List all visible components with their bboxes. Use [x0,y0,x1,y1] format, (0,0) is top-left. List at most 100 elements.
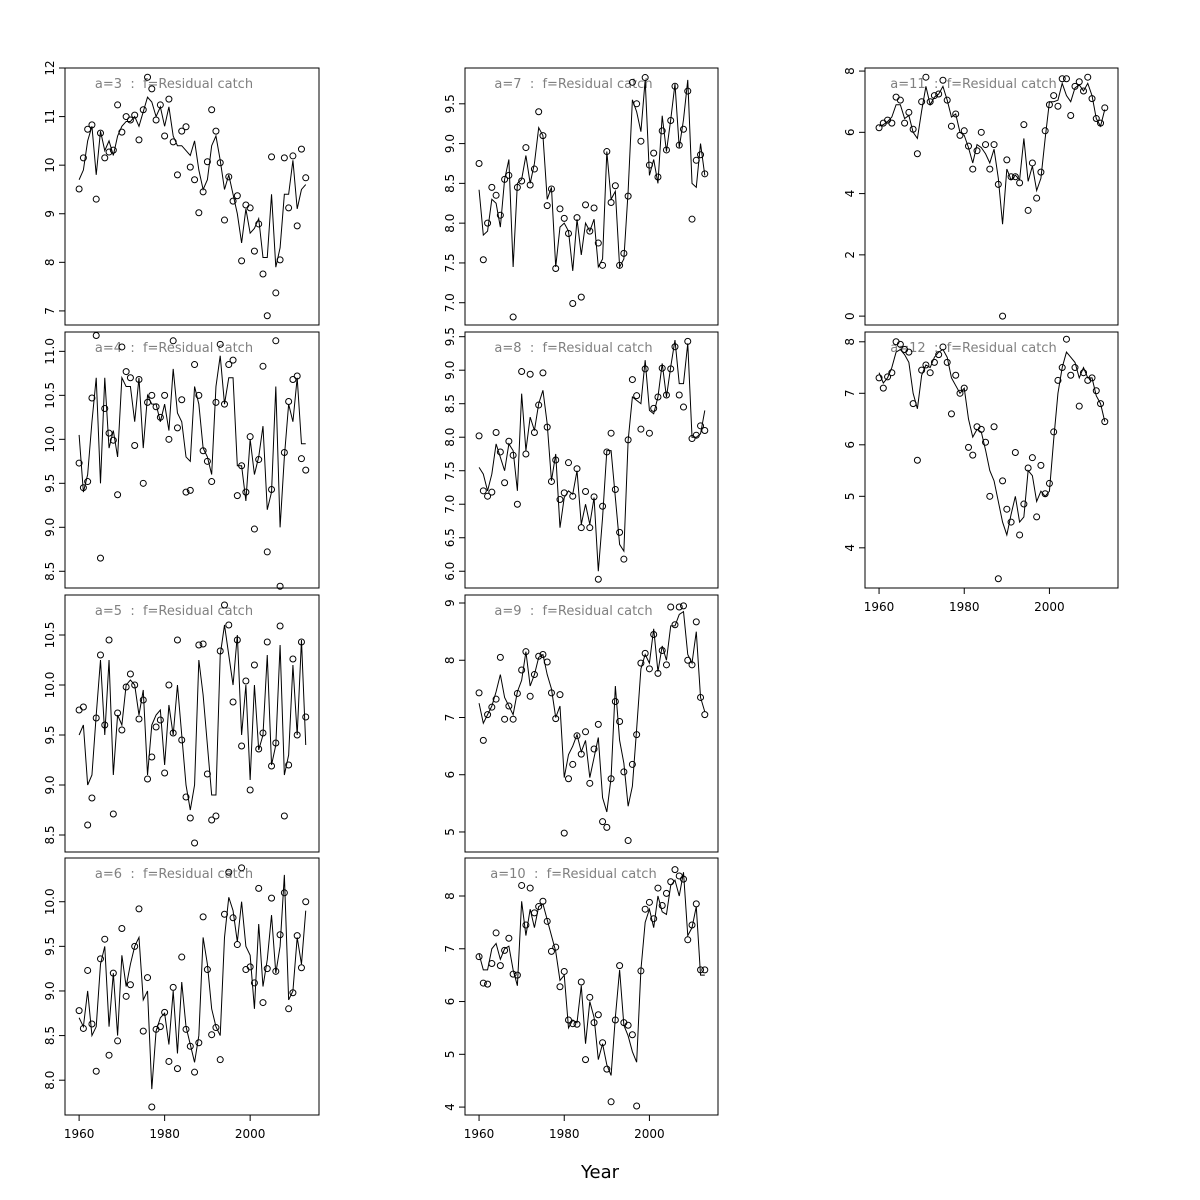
data-point [645,665,653,673]
data-point [297,964,305,972]
y-tick-label: 8.0 [43,1071,57,1090]
data-point [913,456,921,464]
data-point [628,760,636,768]
data-point [203,770,211,778]
panel-title: a=3 : f=Residual catch [95,77,253,92]
data-point [930,92,938,100]
fitted-line [478,79,706,271]
data-point [195,209,203,217]
data-point [1092,115,1100,123]
data-point [658,901,666,909]
y-tick-label: 10.0 [43,888,57,915]
data-point [539,369,547,377]
data-point [242,201,250,209]
data-point [484,492,492,500]
data-point [242,677,250,685]
data-point [139,479,147,487]
panel-title: a=8 : f=Residual catch [494,341,652,356]
data-point [901,119,909,127]
data-point [594,575,602,583]
data-point [195,1039,203,1047]
data-point [947,122,955,130]
data-point [1016,531,1024,539]
data-point [496,211,504,219]
y-tick-label: 6.5 [443,528,457,547]
data-point [969,451,977,459]
data-point [875,374,883,382]
data-point [496,962,504,970]
data-point [105,429,113,437]
data-point [952,110,960,118]
data-point [280,812,288,820]
data-point [75,185,83,193]
data-point [556,205,564,213]
data-point [109,146,117,154]
data-point [680,602,687,610]
data-point [182,488,190,496]
fitted-line [78,624,307,811]
data-point [701,711,709,719]
y-tick-label: 4 [843,544,857,552]
data-point [229,356,237,364]
data-point [501,946,509,954]
y-tick-label: 10.5 [43,382,57,409]
data-point [671,621,679,629]
data-point [662,889,670,897]
data-point [131,441,139,449]
data-point [229,197,237,205]
data-point [276,622,284,630]
data-point [999,312,1007,320]
data-point [186,486,194,494]
data-point [582,487,590,495]
data-point [701,427,709,435]
data-point [526,692,534,700]
fitted-line [478,872,705,1076]
data-point [633,1102,641,1110]
data-point [1097,400,1105,408]
data-point [1101,418,1109,426]
data-point [285,397,293,405]
data-point [680,403,687,411]
data-point [492,929,500,937]
data-point [238,864,246,872]
data-point [1028,159,1036,167]
y-tick-label: 8.0 [443,428,457,447]
panel: a=7 : f=Residual catch 7.0 7.5 8.0 8.5 9.0 9.5 [443,67,719,326]
y-tick-label: 8 [843,67,857,75]
data-point [662,391,670,399]
data-point [161,391,169,399]
data-point [1003,505,1011,513]
data-point [263,638,271,646]
data-point [650,915,658,923]
y-tick-label: 8 [443,656,457,664]
y-tick-label: 10.0 [43,426,57,453]
data-point [611,697,619,705]
data-point [229,914,237,922]
data-point [131,111,139,119]
data-point [918,98,926,106]
data-point [641,649,649,657]
x-tick-label: 1960 [64,1127,95,1141]
data-point [114,491,122,499]
data-point [105,1051,113,1059]
data-point [135,715,143,723]
data-point [692,900,700,908]
data-point [935,90,943,98]
data-point [144,73,152,81]
x-tick-label: 1960 [864,600,895,614]
data-point [990,423,998,431]
data-point [543,202,551,210]
data-point [560,829,568,837]
data-point [475,689,483,697]
data-point [182,123,190,131]
data-point [607,429,615,437]
data-point [475,953,483,961]
data-point [182,793,190,801]
data-point [165,95,173,103]
data-point [268,153,276,161]
x-tick-label: 1980 [949,600,980,614]
data-point [999,477,1007,485]
data-point [173,171,181,179]
data-point [633,392,641,400]
